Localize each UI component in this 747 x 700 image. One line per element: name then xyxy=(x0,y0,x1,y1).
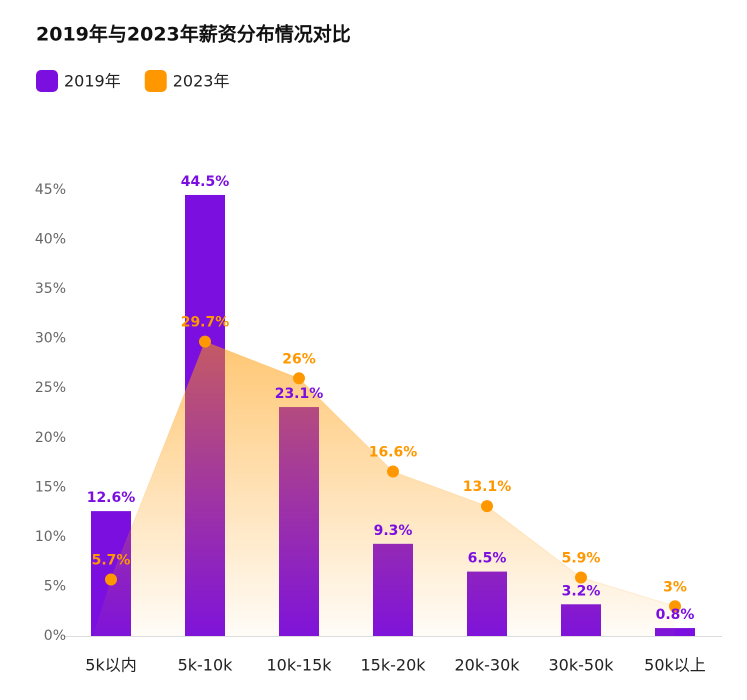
value-label: 29.7% xyxy=(181,315,230,331)
x-tick-label: 15k-20k xyxy=(360,656,426,675)
point xyxy=(575,571,587,584)
chart-title: 2019年与2023年薪资分布情况对比 xyxy=(36,23,351,46)
y-tick-label: 0% xyxy=(44,628,66,644)
legend-label: 2019年 xyxy=(64,72,121,91)
point xyxy=(105,573,117,586)
value-label: 5.9% xyxy=(562,551,601,567)
value-label: 13.1% xyxy=(463,479,512,495)
point xyxy=(293,372,305,385)
value-label: 16.6% xyxy=(369,444,418,460)
x-tick-label: 30k-50k xyxy=(548,656,614,675)
x-tick-label: 5k以内 xyxy=(85,656,136,675)
value-label: 5.7% xyxy=(92,553,131,569)
legend-label: 2023年 xyxy=(173,72,230,91)
value-label: 9.3% xyxy=(374,523,413,539)
point xyxy=(481,500,493,513)
y-tick-label: 25% xyxy=(35,380,66,396)
y-tick-label: 15% xyxy=(35,479,66,495)
legend-swatch xyxy=(144,70,167,92)
y-tick-label: 20% xyxy=(35,430,66,446)
value-label: 12.6% xyxy=(87,490,136,506)
legend: 2019年 2023年 xyxy=(36,70,229,92)
x-tick-label: 10k-15k xyxy=(266,656,332,675)
area-fill xyxy=(93,341,675,636)
x-tick-label: 5k-10k xyxy=(178,656,234,675)
point xyxy=(669,600,681,613)
y-tick-label: 40% xyxy=(35,232,66,248)
y-tick-label: 35% xyxy=(35,281,66,297)
point xyxy=(199,335,211,348)
y-tick-label: 10% xyxy=(35,529,66,545)
value-label: 26% xyxy=(282,351,316,367)
x-tick-label: 20k-30k xyxy=(454,656,520,675)
value-label: 3% xyxy=(663,579,687,595)
y-tick-label: 30% xyxy=(35,331,66,347)
y-tick-label: 45% xyxy=(35,182,66,198)
value-label: 23.1% xyxy=(275,386,324,402)
value-label: 3.2% xyxy=(562,583,601,599)
x-tick-label: 50k以上 xyxy=(644,656,706,675)
point xyxy=(387,465,399,478)
y-tick-label: 5% xyxy=(44,578,66,594)
value-label: 6.5% xyxy=(468,551,507,567)
legend-swatch xyxy=(36,70,58,92)
value-label: 44.5% xyxy=(181,174,230,190)
value-label: 0.8% xyxy=(656,607,695,623)
